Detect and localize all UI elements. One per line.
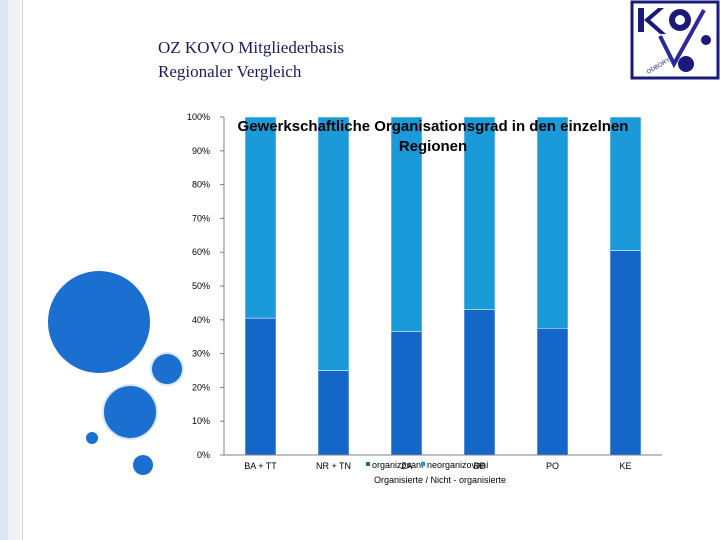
- oz-kovo-logo: ODBORY: [630, 0, 720, 80]
- bar-organized: [536, 328, 569, 456]
- slide-left-band-light: [8, 0, 20, 540]
- x-tick-label: KE: [619, 461, 631, 471]
- y-axis: 0% 10% 20% 30% 40% 50% 60% 70% 80% 90% 100%: [187, 112, 225, 460]
- chart-title-line2: Regionen: [399, 138, 467, 155]
- x-axis: BA + TT NR + TN ZA BB PO KE: [224, 454, 662, 471]
- y-tick-label: 60%: [192, 247, 210, 257]
- bar-unorganized: [244, 116, 277, 319]
- x-tick-label: ZA: [401, 461, 413, 471]
- slide-title-line1: OZ KOVO Mitgliederbasis: [158, 38, 345, 57]
- bar-unorganized: [536, 116, 569, 329]
- legend-label: organizovaní: [372, 460, 424, 470]
- bars: [244, 116, 642, 456]
- slide-left-line: [22, 0, 23, 540]
- slide-title-line2: Regionaler Vergleich: [158, 62, 302, 81]
- legend-swatch: [421, 462, 425, 466]
- x-axis-title: Organisierte / Nicht - organisierte: [374, 475, 506, 485]
- y-tick-label: 30%: [192, 349, 210, 359]
- bar-organized: [317, 370, 350, 456]
- y-tick-label: 20%: [192, 382, 210, 392]
- legend: organizovaní neorganizovaní: [366, 460, 489, 470]
- bar-unorganized: [463, 116, 496, 310]
- y-tick-label: 80%: [192, 180, 210, 190]
- x-tick-label: BB: [473, 461, 485, 471]
- x-tick-label: PO: [546, 461, 559, 471]
- slide-title: OZ KOVO Mitgliederbasis Regionaler Vergl…: [158, 36, 344, 84]
- y-tick-label: 40%: [192, 315, 210, 325]
- bar-organized: [463, 309, 496, 456]
- bar-organized: [390, 331, 423, 456]
- chart-title: Gewerkschaftliche Organisationsgrad in d…: [238, 118, 629, 155]
- legend-swatch: [366, 462, 370, 466]
- legend-label: neorganizovaní: [427, 460, 489, 470]
- y-tick-label: 0%: [197, 450, 210, 460]
- chart-title-line1: Gewerkschaftliche Organisationsgrad in d…: [238, 118, 629, 135]
- bar-unorganized: [390, 116, 423, 332]
- decor-circle-large: [48, 271, 150, 373]
- y-tick-label: 70%: [192, 213, 210, 223]
- bar-unorganized: [609, 116, 642, 251]
- decor-circle-medium-2: [102, 384, 158, 440]
- bar-organized: [609, 250, 642, 456]
- decor-circle-medium: [150, 352, 184, 386]
- x-tick-label: BA + TT: [244, 461, 277, 471]
- y-tick-label: 10%: [192, 416, 210, 426]
- bar-organized: [244, 317, 277, 456]
- y-tick-label: 50%: [192, 281, 210, 291]
- y-tick-label: 90%: [192, 146, 210, 156]
- slide-left-band: [0, 0, 8, 540]
- bar-unorganized: [317, 116, 350, 371]
- decor-circle-small: [86, 432, 98, 444]
- x-tick-label: NR + TN: [316, 461, 351, 471]
- y-tick-label: 100%: [187, 112, 210, 122]
- decor-circle-small-2: [133, 455, 153, 475]
